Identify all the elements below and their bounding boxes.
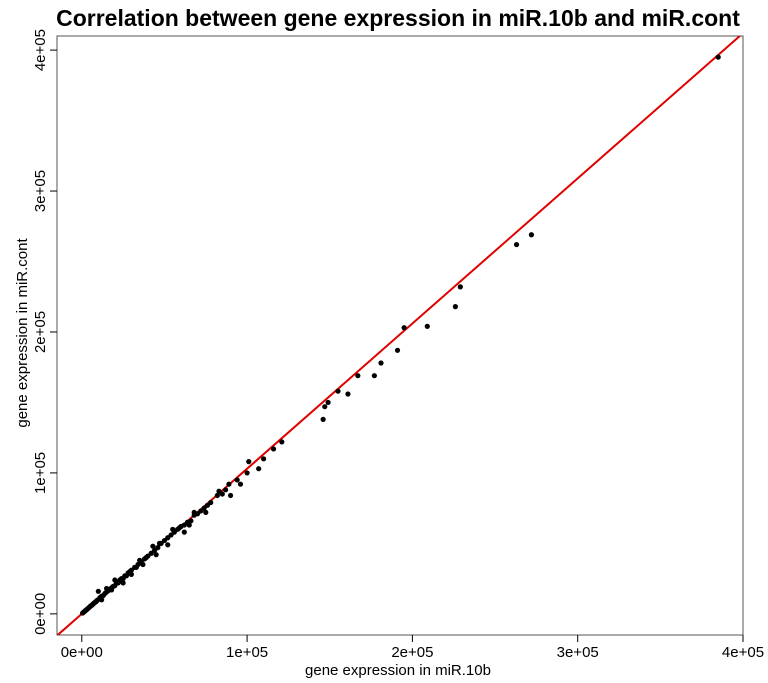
data-point — [325, 399, 331, 406]
y-tick-label: 3e+05 — [32, 170, 49, 212]
data-point — [140, 561, 146, 568]
data-point — [320, 416, 326, 422]
data-point — [270, 446, 277, 452]
data-point — [165, 542, 171, 548]
data-point — [424, 323, 430, 329]
data-point — [112, 577, 118, 583]
data-points — [80, 54, 721, 616]
data-point — [226, 481, 232, 487]
data-point — [279, 439, 285, 445]
data-point — [103, 585, 110, 592]
data-point — [137, 557, 143, 563]
data-point — [237, 481, 244, 487]
x-tick-label: 3e+05 — [557, 644, 599, 661]
data-point — [216, 488, 222, 494]
data-point — [156, 540, 163, 546]
data-point — [261, 456, 267, 462]
data-point — [355, 373, 361, 379]
y-axis-label: gene expression in miR.cont — [14, 238, 31, 428]
data-point — [256, 466, 262, 472]
data-point — [371, 373, 377, 379]
chart-title: Correlation between gene expression in m… — [56, 5, 740, 31]
data-point — [246, 459, 252, 465]
data-point — [322, 404, 328, 410]
data-point — [335, 388, 341, 394]
data-point — [394, 347, 401, 353]
data-point — [227, 492, 234, 499]
plot-area — [56, 35, 744, 636]
y-tick-label: 4e+05 — [32, 29, 49, 71]
data-point — [120, 580, 126, 586]
y-tick-label: 1e+05 — [32, 452, 49, 494]
x-tick-label: 1e+05 — [226, 644, 268, 661]
data-point — [128, 571, 134, 577]
data-point — [150, 543, 156, 549]
data-point — [457, 284, 463, 290]
data-point — [176, 525, 182, 531]
data-point — [170, 526, 176, 532]
data-point — [203, 509, 209, 515]
data-point — [95, 588, 101, 594]
data-point — [186, 522, 192, 528]
data-point — [181, 529, 187, 535]
data-point — [345, 391, 351, 397]
data-point — [244, 470, 250, 476]
data-point — [214, 492, 220, 499]
data-point — [513, 241, 520, 248]
x-tick-label: 2e+05 — [391, 644, 433, 661]
y-axis: 0e+00 1e+05 2e+05 3e+05 4e+05 — [32, 29, 57, 635]
y-tick-label: 0e+00 — [32, 593, 49, 635]
data-point — [80, 610, 86, 616]
x-axis: 0e+00 1e+05 2e+05 3e+05 4e+05 — [61, 635, 764, 661]
data-point — [108, 587, 115, 593]
data-point — [191, 509, 197, 515]
data-point — [715, 54, 721, 60]
x-tick-label: 0e+00 — [61, 644, 103, 661]
data-point — [378, 360, 384, 366]
y-tick-label: 2e+05 — [32, 311, 49, 353]
data-point — [153, 552, 159, 558]
data-point — [234, 477, 240, 483]
data-point — [401, 325, 407, 331]
data-point — [143, 554, 149, 561]
x-tick-label: 4e+05 — [722, 644, 764, 661]
data-point — [99, 597, 105, 603]
data-point — [223, 487, 229, 493]
x-axis-label: gene expression in miR.10b — [305, 662, 491, 679]
data-point — [452, 304, 458, 310]
data-point — [528, 232, 535, 238]
